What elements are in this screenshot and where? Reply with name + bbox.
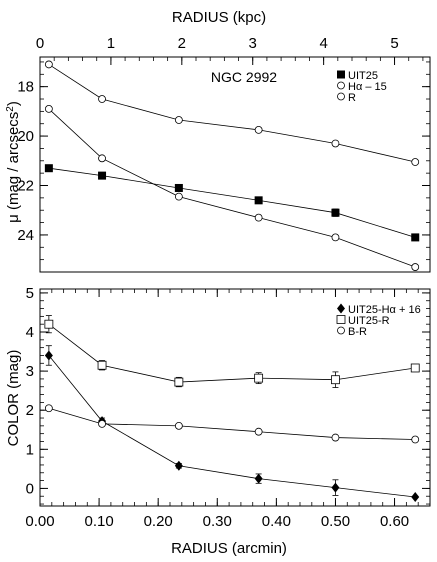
y-tick-label: 18 <box>17 79 34 96</box>
y-tick-label: 0 <box>26 480 34 497</box>
legend-marker <box>337 303 345 314</box>
y-tick-label: 4 <box>26 324 34 341</box>
top-axis-title: RADIUS (kpc) <box>172 9 266 26</box>
legend-marker <box>336 315 346 324</box>
data-point <box>44 164 53 173</box>
data-point <box>44 60 53 69</box>
series-line-1 <box>48 323 416 383</box>
data-point <box>254 196 263 205</box>
data-point <box>254 373 264 383</box>
legend-label: UIT25-R <box>348 315 390 327</box>
galaxy-name: NGC 2992 <box>211 69 277 85</box>
legend-label: R <box>348 92 356 104</box>
data-point <box>254 213 263 222</box>
x-tick-label: 0.40 <box>262 513 291 530</box>
data-point <box>174 460 183 471</box>
legend-label: Hα – 15 <box>348 81 387 93</box>
plot-frame <box>39 288 431 507</box>
data-point <box>98 419 106 428</box>
series-line-0 <box>48 167 416 238</box>
data-point <box>44 319 54 329</box>
top-x-tick-label: 2 <box>178 35 186 52</box>
x-tick-label: 0.60 <box>380 513 409 530</box>
x-tick-label: 0.30 <box>203 513 232 530</box>
y-tick-label: 2 <box>26 402 34 419</box>
data-point <box>411 435 420 444</box>
legend-marker <box>337 70 345 79</box>
y-tick-label: 3 <box>26 363 34 380</box>
series-line-2 <box>48 64 416 163</box>
top-x-tick-label: 4 <box>319 35 327 52</box>
data-point <box>410 363 420 373</box>
top-x-tick-label: 1 <box>107 35 115 52</box>
y-tick-label: 20 <box>17 128 34 145</box>
data-point <box>44 104 53 113</box>
data-point <box>174 377 184 387</box>
data-point <box>98 154 106 163</box>
bottom-x-axis-title: RADIUS (arcmin) <box>171 540 287 557</box>
plot-frame <box>39 56 431 273</box>
legend-marker <box>337 326 345 335</box>
data-point <box>44 404 53 413</box>
x-tick-label: 0.10 <box>84 513 113 530</box>
legend-label: UIT25-Hα + 16 <box>348 304 421 316</box>
legend-label: B-R <box>348 326 367 338</box>
ylabel-sup: 2 <box>5 106 16 112</box>
data-point <box>331 375 340 385</box>
data-point <box>174 421 183 430</box>
top-y-axis-title: μ (mag / arcsecs2) <box>5 101 22 223</box>
data-point <box>98 171 107 180</box>
data-point <box>331 233 340 242</box>
data-point <box>44 350 53 361</box>
series-line-2 <box>48 407 416 440</box>
y-tick-label: 22 <box>17 178 34 195</box>
data-point <box>411 158 420 166</box>
ylabel-main: μ (mag / arcsecs <box>5 112 22 223</box>
data-point <box>98 95 106 103</box>
data-point <box>331 433 340 442</box>
data-point <box>174 116 183 124</box>
x-tick-label: 0.00 <box>25 513 54 530</box>
data-point <box>97 360 107 370</box>
y-tick-label: 24 <box>17 227 34 244</box>
data-point <box>411 492 420 503</box>
bottom-y-axis-title: COLOR (mag) <box>5 350 22 447</box>
series-line-1 <box>48 108 416 268</box>
x-tick-label: 0.50 <box>321 513 350 530</box>
top-x-tick-label: 0 <box>36 35 44 52</box>
series-line-0 <box>48 355 416 498</box>
data-point <box>411 263 420 271</box>
legend-marker <box>337 92 345 101</box>
ylabel-tail: ) <box>5 101 22 106</box>
legend-label: UIT25 <box>348 70 378 82</box>
data-point <box>254 473 263 484</box>
top-x-tick-label: 3 <box>249 35 257 52</box>
top-x-tick-label: 5 <box>390 35 398 52</box>
y-tick-label: 1 <box>26 441 34 458</box>
data-point <box>331 139 340 148</box>
data-point <box>411 233 420 242</box>
legend-marker <box>337 81 345 90</box>
data-point <box>254 427 263 436</box>
data-point <box>331 208 340 217</box>
data-point <box>174 183 183 192</box>
y-tick-label: 5 <box>26 285 34 302</box>
x-tick-label: 0.20 <box>144 513 173 530</box>
data-point <box>174 192 183 201</box>
data-point <box>331 482 340 493</box>
data-point <box>254 126 263 134</box>
